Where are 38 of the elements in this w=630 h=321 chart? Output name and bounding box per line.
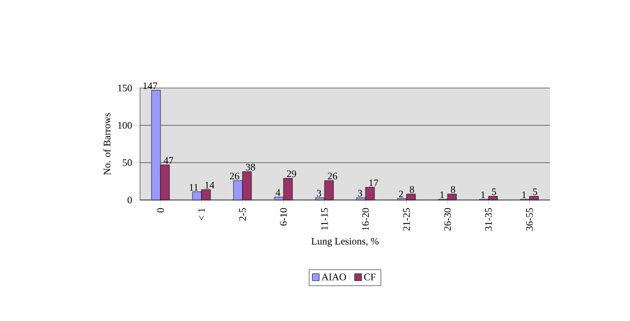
data-label: 14 [205, 182, 214, 188]
legend-label: CF [364, 274, 376, 280]
x-tick-label: 31-35 [485, 208, 492, 231]
x-tick-label: 36-55 [526, 208, 533, 231]
legend-label: AIAO [322, 274, 346, 280]
data-label: 38 [246, 164, 256, 170]
data-label: 1 [481, 191, 485, 198]
data-label: 4 [276, 189, 280, 196]
x-axis-title: Lung Lesions, % [311, 238, 379, 247]
y-tick-label: 100 [118, 122, 132, 129]
data-label: 17 [369, 180, 378, 186]
x-tick-label: 16-20 [362, 208, 369, 230]
data-label: 47 [164, 157, 174, 164]
data-label: 2 [398, 190, 403, 198]
data-label: 29 [286, 170, 296, 178]
y-tick-label: 50 [122, 159, 132, 166]
data-label: 8 [450, 186, 456, 193]
data-label: 11 [190, 184, 198, 191]
x-tick-label: 21-25 [403, 208, 410, 231]
y-tick-label: 0 [128, 196, 132, 204]
x-tick-label: < 1 [198, 208, 205, 220]
data-label: 26 [328, 172, 338, 180]
data-label: 26 [230, 172, 240, 180]
data-label: 8 [410, 186, 414, 193]
y-axis-title: No. of Barrows [103, 113, 110, 175]
data-label: 3 [317, 190, 322, 197]
y-tick-label: 150 [118, 84, 132, 92]
x-tick-label: 2-5 [239, 208, 246, 221]
data-label: 147 [143, 82, 158, 90]
data-label: 3 [358, 190, 362, 197]
x-tick-label: 26-30 [444, 208, 451, 231]
data-label: 5 [533, 188, 538, 196]
data-label: 1 [522, 191, 526, 198]
data-label: 5 [492, 188, 496, 196]
x-tick-label: 11-15 [321, 208, 328, 230]
x-tick-label: 6-10 [280, 208, 287, 226]
data-label: 1 [440, 191, 444, 198]
x-tick-label: 0 [157, 208, 164, 212]
